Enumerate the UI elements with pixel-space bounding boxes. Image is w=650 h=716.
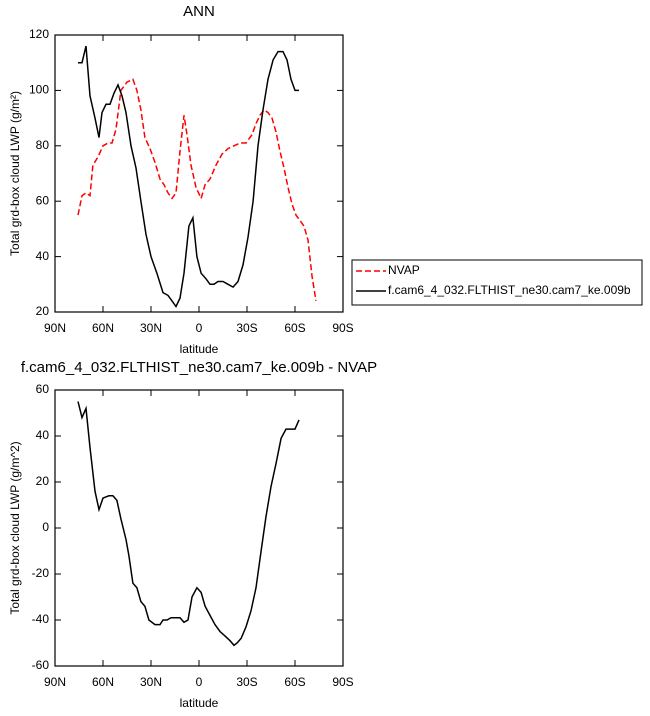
y-tick-label: -40 — [32, 612, 50, 626]
x-tick-label: 30N — [140, 321, 162, 335]
legend-label: f.cam6_4_032.FLTHIST_ne30.cam7_ke.009b — [388, 283, 631, 297]
x-tick-label: 90S — [332, 675, 353, 689]
x-axis-label: latitude — [180, 342, 219, 356]
y-axis-label: Total grd-box cloud LWP (g/m^2) — [8, 441, 22, 614]
chart-title: f.cam6_4_032.FLTHIST_ne30.cam7_ke.009b -… — [21, 359, 377, 376]
chart-title: ANN — [183, 3, 215, 20]
data-line — [78, 45, 299, 308]
y-tick-label: -20 — [32, 566, 50, 580]
x-tick-label: 60S — [284, 675, 305, 689]
y-tick-label: 60 — [36, 193, 50, 207]
y-axis-label: Total grd-box cloud LWP (g/m²) — [8, 91, 22, 256]
x-tick-label: 30S — [236, 675, 257, 689]
x-tick-label: 0 — [196, 675, 203, 689]
x-tick-label: 90N — [44, 321, 66, 335]
y-tick-label: 40 — [36, 249, 50, 263]
x-tick-label: 30S — [236, 321, 257, 335]
y-tick-label: 80 — [36, 138, 50, 152]
plot-frame — [54, 389, 344, 667]
x-tick-label: 90N — [44, 675, 66, 689]
y-tick-label: 20 — [36, 474, 50, 488]
x-tick-label: 30N — [140, 675, 162, 689]
data-line — [77, 401, 300, 647]
x-tick-label: 90S — [332, 321, 353, 335]
y-tick-label: 120 — [29, 27, 49, 41]
y-tick-label: 40 — [36, 428, 50, 442]
x-tick-label: 60S — [284, 321, 305, 335]
y-tick-label: 20 — [36, 304, 50, 318]
x-tick-label: 0 — [196, 321, 203, 335]
x-axis-label: latitude — [180, 696, 219, 710]
y-tick-label: 100 — [29, 83, 49, 97]
x-tick-label: 60N — [92, 321, 114, 335]
plot-frame — [54, 34, 344, 313]
legend-box — [351, 259, 643, 306]
x-tick-label: 60N — [92, 675, 114, 689]
y-tick-label: 0 — [42, 520, 49, 534]
y-tick-label: -60 — [32, 658, 50, 672]
legend-label: NVAP — [388, 263, 420, 277]
y-tick-label: 60 — [36, 382, 50, 396]
data-line — [77, 78, 317, 302]
